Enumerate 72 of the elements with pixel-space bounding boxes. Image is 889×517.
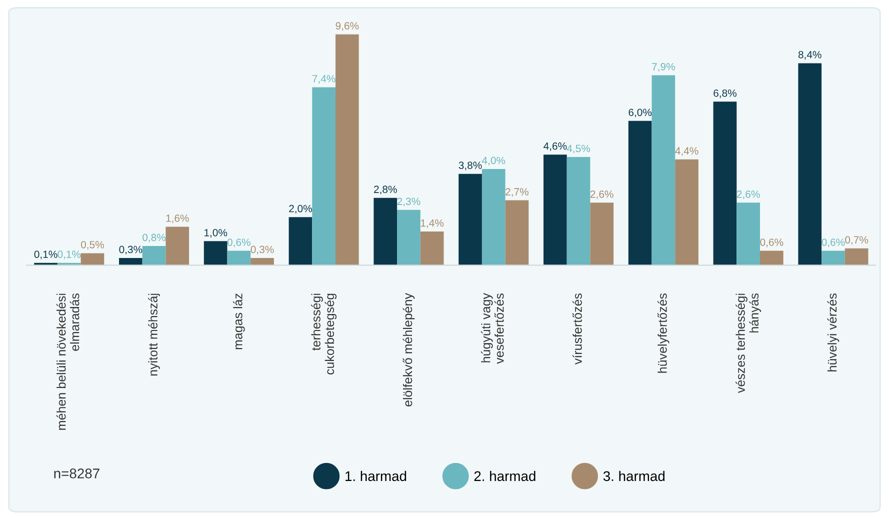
data-label: 0,6% bbox=[227, 238, 250, 248]
bar bbox=[736, 202, 760, 266]
text: n=8287 bbox=[54, 468, 100, 478]
bar bbox=[543, 154, 567, 266]
bar bbox=[250, 258, 274, 266]
bar bbox=[119, 258, 142, 266]
x-tick-label: vészes terhességi hányás bbox=[736, 293, 762, 393]
data-label: 1,0% bbox=[204, 228, 228, 238]
data-label: 8,4% bbox=[798, 50, 822, 60]
data-label: 2,6% bbox=[736, 190, 760, 200]
bar bbox=[505, 200, 529, 266]
bar bbox=[227, 250, 251, 266]
data-label: 6,8% bbox=[714, 89, 736, 98]
bar bbox=[844, 248, 868, 266]
data-label: 0,3% bbox=[250, 246, 274, 254]
bar bbox=[822, 250, 845, 266]
x-tick-label: nyitott méhszáj bbox=[148, 294, 160, 376]
bar bbox=[166, 226, 190, 266]
data-label: 1,4% bbox=[420, 219, 444, 228]
data-label: 0,1% bbox=[34, 250, 58, 260]
bar bbox=[675, 159, 698, 266]
bar bbox=[397, 210, 420, 266]
data-label: 0,5% bbox=[81, 240, 104, 250]
bar bbox=[142, 246, 166, 266]
bar bbox=[312, 87, 336, 266]
bar bbox=[566, 156, 590, 266]
data-label: 0,8% bbox=[142, 234, 166, 242]
bar bbox=[458, 174, 482, 266]
bar bbox=[420, 232, 444, 266]
data-label: 1,6% bbox=[166, 214, 189, 224]
legend-label: 2. harmad bbox=[474, 470, 536, 482]
data-label: 0,6% bbox=[760, 238, 784, 248]
data-label: 0,7% bbox=[845, 236, 868, 245]
data-label: 4,6% bbox=[544, 142, 567, 151]
bar bbox=[713, 102, 737, 266]
bar bbox=[288, 217, 312, 266]
bar bbox=[80, 253, 104, 266]
data-label: 3,8% bbox=[458, 162, 482, 170]
x-tick-label: húgyúti vagy vesefertőzés bbox=[480, 293, 504, 364]
bar bbox=[628, 120, 652, 266]
bar bbox=[482, 169, 506, 266]
bar bbox=[798, 63, 822, 266]
x-tick-label: hüvelyi vérzés bbox=[827, 293, 840, 372]
data-label: 4,5% bbox=[566, 144, 590, 154]
data-label: 7,4% bbox=[312, 75, 336, 84]
bar bbox=[760, 250, 784, 266]
data-label: 4,4% bbox=[675, 147, 698, 156]
data-label: 9,6% bbox=[336, 22, 359, 31]
x-tick-label: vírusfertőzés bbox=[572, 293, 582, 365]
data-label: 0,6% bbox=[822, 238, 845, 248]
data-label: 2,8% bbox=[374, 186, 397, 194]
x-tick-label: magas láz bbox=[233, 294, 245, 350]
data-label: 2,3% bbox=[397, 198, 420, 206]
data-label: 6,0% bbox=[628, 108, 652, 118]
x-tick-label: elölfekvő méhlepény bbox=[402, 293, 415, 406]
bar bbox=[374, 198, 398, 266]
bar bbox=[652, 75, 676, 266]
legend-label: 3. harmad bbox=[603, 470, 664, 482]
bar bbox=[335, 34, 359, 266]
data-label: 0,1% bbox=[58, 250, 81, 260]
data-label: 2,0% bbox=[289, 204, 312, 214]
data-label: 2,7% bbox=[506, 188, 528, 197]
data-label: 2,6% bbox=[590, 190, 614, 200]
x-tick-label: hüvelyfertőzés bbox=[658, 293, 670, 373]
bar bbox=[204, 241, 228, 266]
data-label: 0,3% bbox=[119, 246, 142, 254]
bar bbox=[590, 202, 614, 266]
data-label: 4,0% bbox=[482, 156, 506, 166]
legend-label: 1. harmad bbox=[346, 470, 406, 482]
x-tick-label: méhen belüli növekedési elmaradás bbox=[56, 293, 80, 430]
data-label: 7,9% bbox=[652, 63, 675, 72]
x-tick-label: terhességi cukorbetegség bbox=[311, 294, 337, 374]
